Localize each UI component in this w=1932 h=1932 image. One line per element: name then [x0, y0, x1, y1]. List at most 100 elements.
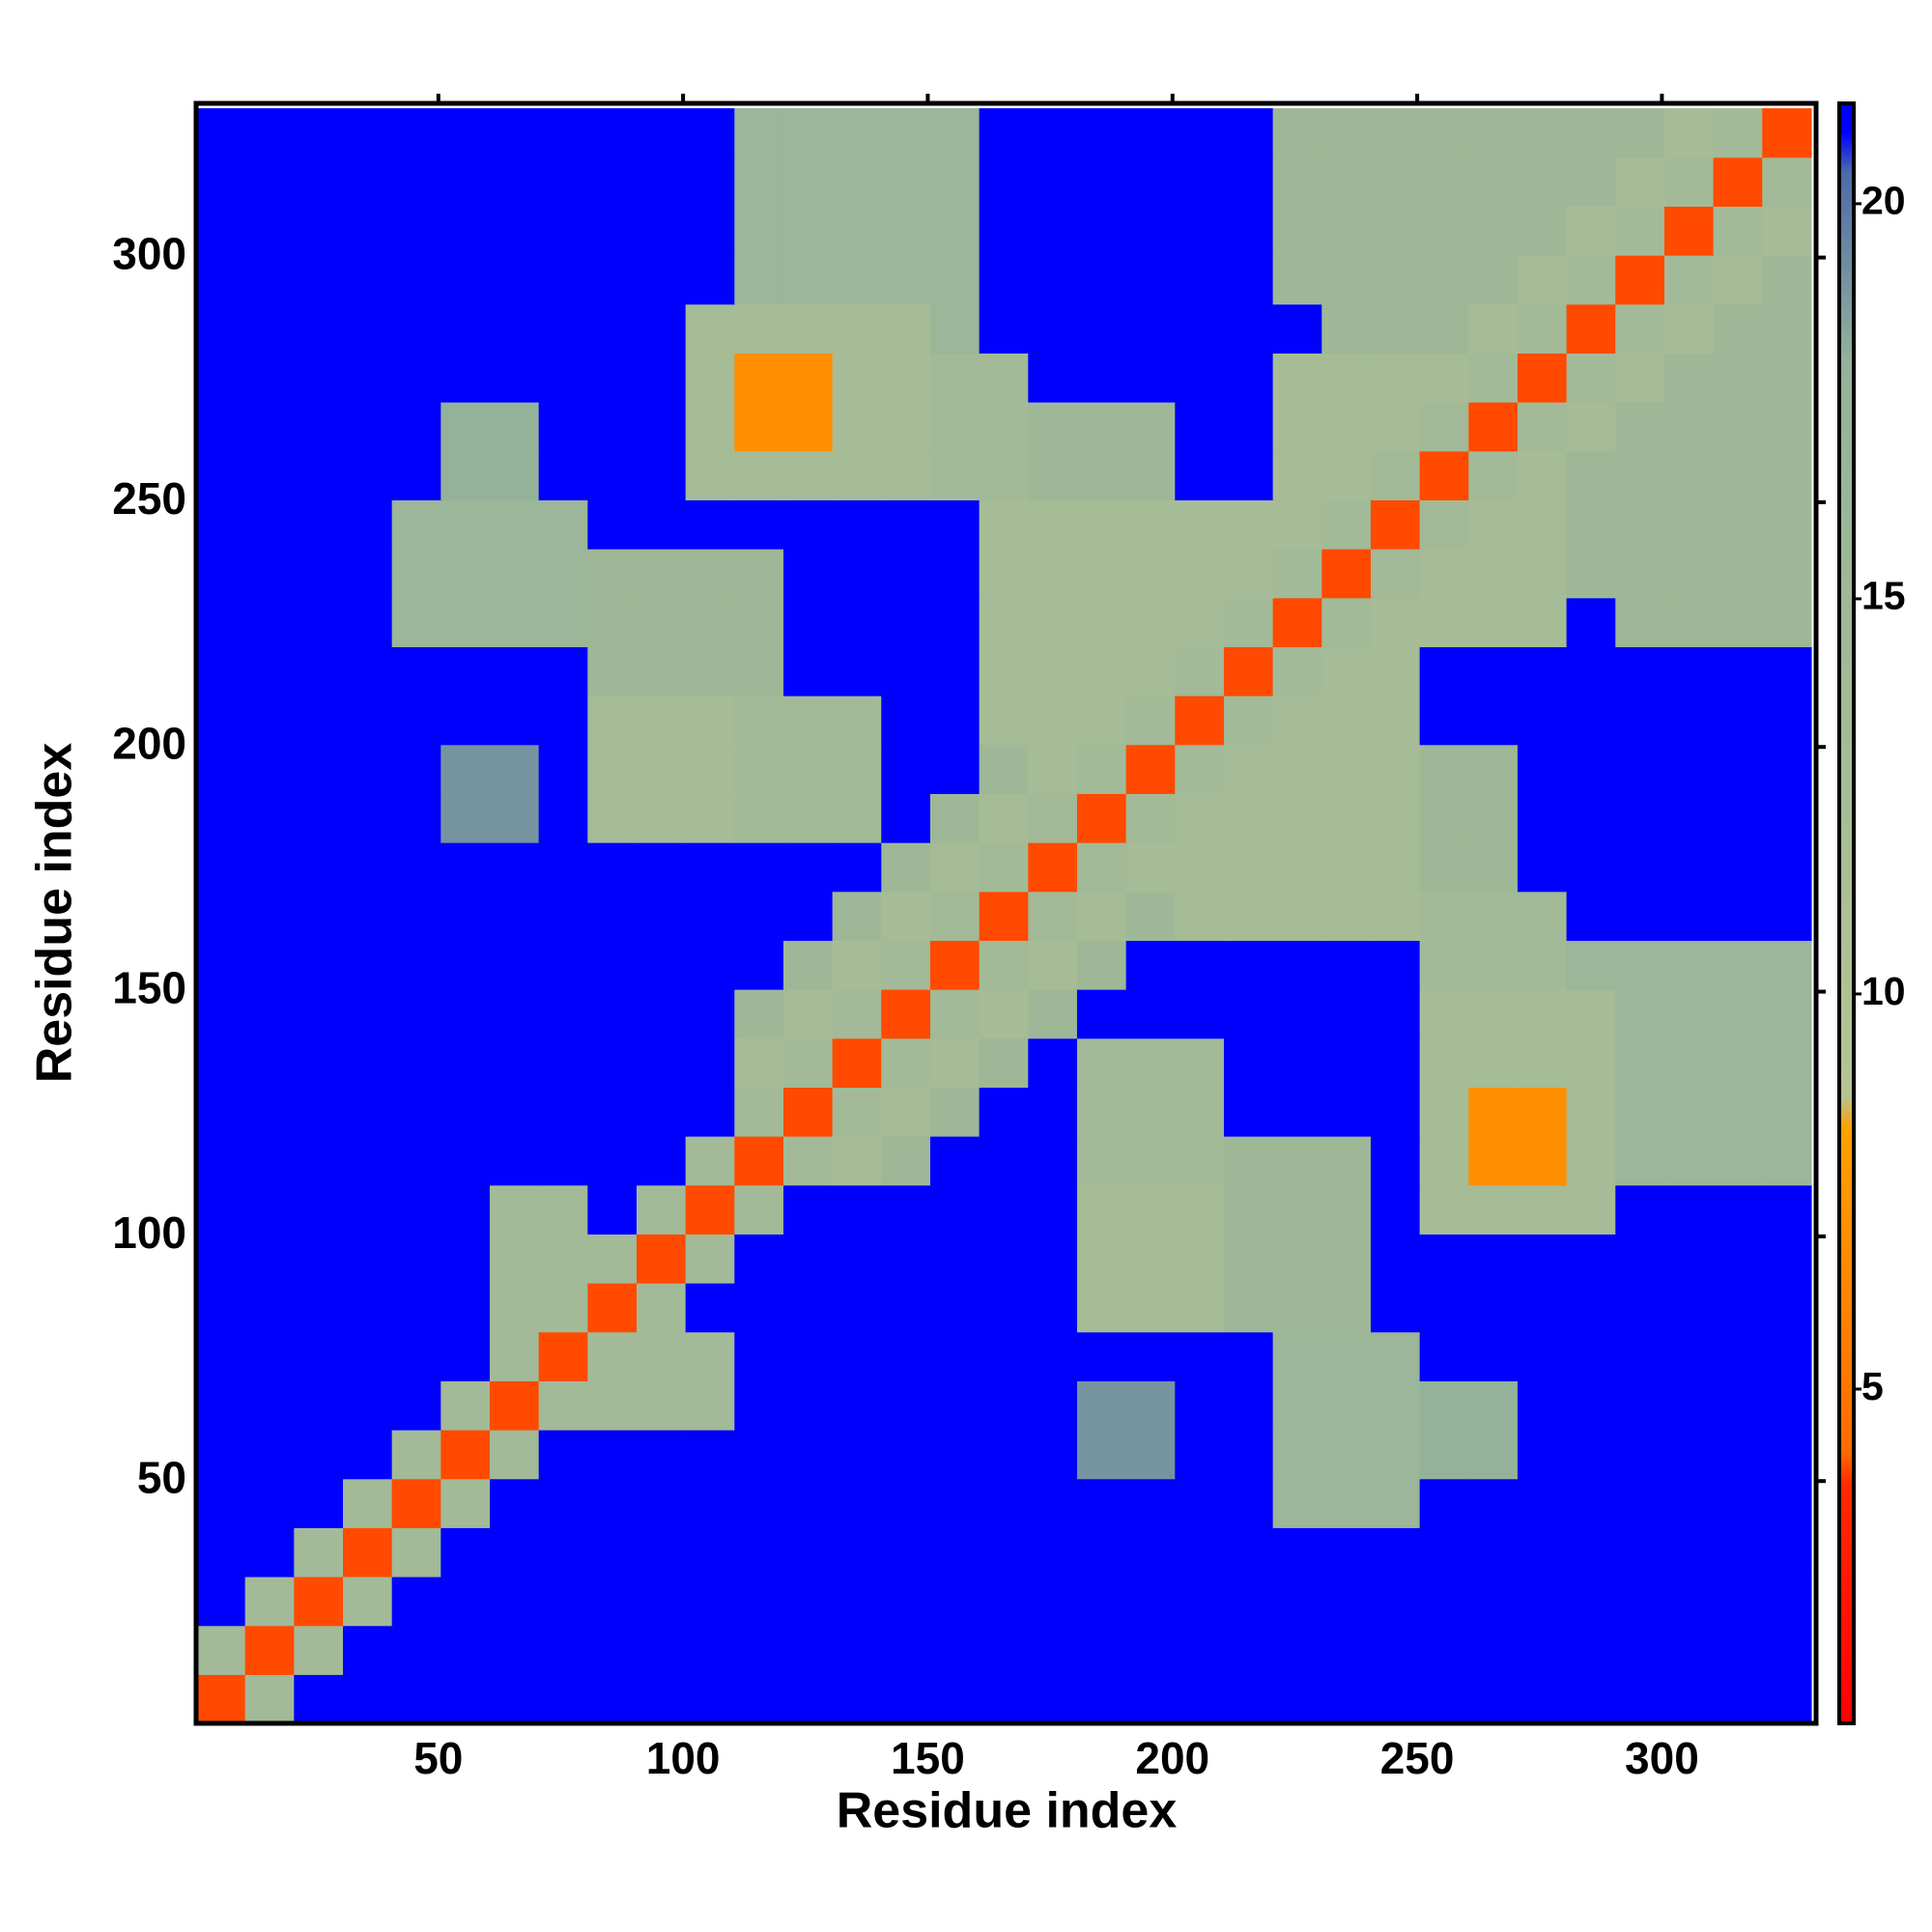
- heatmap-cell: [538, 744, 588, 794]
- heatmap-cell: [391, 940, 441, 990]
- heatmap-cell: [1517, 1331, 1568, 1381]
- heatmap-cell: [294, 1331, 344, 1381]
- heatmap-cell: [1566, 744, 1616, 794]
- heatmap-cell: [294, 940, 344, 990]
- heatmap-cell: [1272, 549, 1322, 599]
- heatmap-cell: [244, 842, 295, 893]
- heatmap-cell: [782, 646, 834, 696]
- heatmap-cell: [1615, 1087, 1665, 1137]
- heatmap-cell: [1370, 303, 1421, 354]
- heatmap-cell: [929, 1283, 980, 1333]
- heatmap-cell: [1615, 1674, 1665, 1724]
- heatmap-cell: [979, 646, 1029, 696]
- heatmap-cell: [1566, 1380, 1616, 1431]
- heatmap-cell: [440, 108, 491, 158]
- heatmap-cell: [979, 450, 1029, 500]
- heatmap-cell: [929, 108, 980, 158]
- heatmap-cell: [1468, 108, 1519, 158]
- heatmap-cell: [1419, 940, 1469, 990]
- heatmap-cell: [1370, 744, 1421, 794]
- heatmap-cell: [1076, 1527, 1127, 1577]
- heatmap-cell: [636, 646, 687, 696]
- heatmap-cell: [1517, 646, 1568, 696]
- heatmap-cell: [832, 156, 882, 207]
- heatmap-cell: [929, 940, 980, 990]
- heatmap-cell: [440, 1380, 491, 1431]
- heatmap-cell: [881, 744, 931, 794]
- heatmap-cell: [489, 1380, 540, 1431]
- heatmap-cell: [1517, 353, 1568, 403]
- heatmap-cell: [1321, 1674, 1372, 1724]
- heatmap-cell: [685, 353, 735, 403]
- heatmap-cell: [832, 1234, 882, 1284]
- heatmap-cell: [489, 1625, 540, 1675]
- heatmap-cell: [1125, 646, 1176, 696]
- heatmap-cell: [440, 842, 491, 893]
- heatmap-cell: [734, 1283, 784, 1333]
- heatmap-cell: [1272, 891, 1322, 941]
- heatmap-cell: [1321, 1577, 1372, 1627]
- heatmap-cell: [979, 1577, 1029, 1627]
- heatmap-cell: [1223, 696, 1274, 746]
- heatmap-cell: [832, 353, 882, 403]
- heatmap-cell: [1272, 646, 1322, 696]
- heatmap-cell: [1419, 989, 1469, 1039]
- heatmap-cell: [782, 1380, 834, 1431]
- heatmap-cell: [1419, 402, 1469, 452]
- heatmap-cell: [1370, 255, 1421, 305]
- heatmap-cell: [636, 549, 687, 599]
- heatmap-cell: [489, 1331, 540, 1381]
- heatmap-cell: [979, 499, 1029, 550]
- heatmap-cell: [1517, 402, 1568, 452]
- heatmap-cell: [1370, 1087, 1421, 1137]
- heatmap-cell: [1713, 842, 1763, 893]
- heatmap-cell: [1663, 989, 1715, 1039]
- heatmap-cell: [1321, 108, 1372, 158]
- heatmap-cell: [440, 450, 491, 500]
- heatmap-cell: [391, 1037, 441, 1088]
- heatmap-cell: [832, 1184, 882, 1235]
- heatmap-cell: [685, 1674, 735, 1724]
- heatmap-cell: [832, 450, 882, 500]
- heatmap-cell: [832, 1478, 882, 1528]
- heatmap-cell: [881, 549, 931, 599]
- heatmap-cell: [342, 842, 393, 893]
- heatmap-cell: [832, 842, 882, 893]
- heatmap-cell: [1370, 842, 1421, 893]
- heatmap-cell: [1125, 1136, 1176, 1186]
- heatmap-cell: [587, 1234, 638, 1284]
- heatmap-cell: [1321, 1184, 1372, 1235]
- heatmap-cell: [244, 793, 295, 843]
- heatmap-cell: [294, 1478, 344, 1528]
- heatmap-cell: [685, 842, 735, 893]
- heatmap-cell: [342, 989, 393, 1039]
- heatmap-cell: [685, 1087, 735, 1137]
- heatmap-cell: [294, 1087, 344, 1137]
- heatmap-cell: [636, 1674, 687, 1724]
- heatmap-cell: [1223, 1087, 1274, 1137]
- heatmap-cell: [1370, 1234, 1421, 1284]
- heatmap-cell: [1125, 989, 1176, 1039]
- heatmap-cell: [538, 303, 588, 354]
- heatmap-cell: [1223, 402, 1274, 452]
- heatmap-cell: [782, 940, 834, 990]
- heatmap-cell: [685, 255, 735, 305]
- heatmap-cell: [1663, 255, 1715, 305]
- heatmap-cell: [1175, 891, 1225, 941]
- heatmap-cell: [244, 353, 295, 403]
- heatmap-cell: [1419, 255, 1469, 305]
- heatmap-cell: [342, 1234, 393, 1284]
- heatmap-cell: [1713, 303, 1763, 354]
- heatmap-cell: [636, 940, 687, 990]
- heatmap-cell: [391, 1136, 441, 1186]
- heatmap-cell: [1028, 646, 1078, 696]
- heatmap-cell: [782, 303, 834, 354]
- heatmap-cell: [1076, 597, 1127, 647]
- heatmap-cell: [832, 303, 882, 354]
- heatmap-cell: [979, 402, 1029, 452]
- heatmap-cell: [979, 1283, 1029, 1333]
- heatmap-cell: [538, 1674, 588, 1724]
- heatmap-cell: [391, 1184, 441, 1235]
- heatmap-cell: [881, 1234, 931, 1284]
- heatmap-cell: [685, 402, 735, 452]
